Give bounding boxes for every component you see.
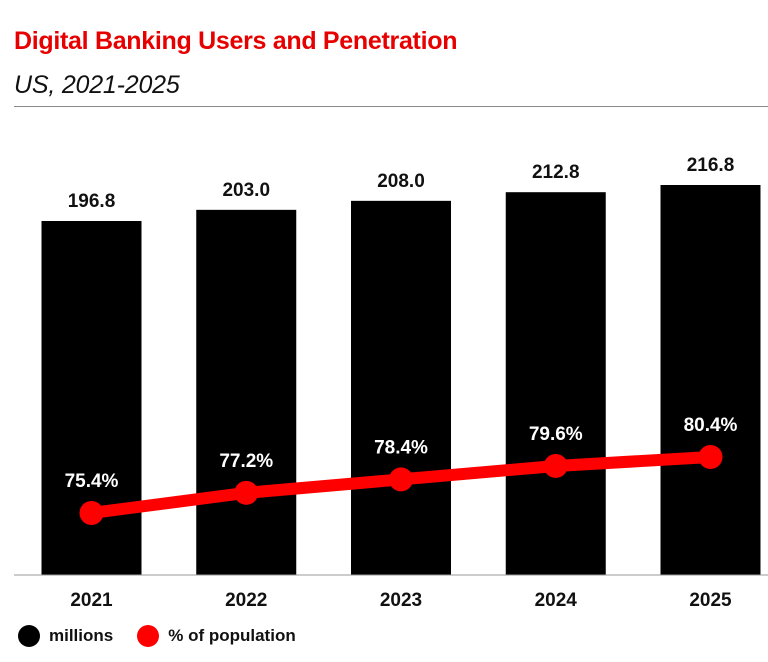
bars-layer	[41, 185, 761, 575]
legend-item-population: % of population	[137, 625, 296, 647]
bar-2025	[660, 185, 761, 575]
penetration-label-2022: 77.2%	[219, 451, 273, 472]
legend-swatch-millions	[18, 625, 40, 647]
penetration-point-2024	[543, 453, 568, 478]
penetration-label-2023: 78.4%	[374, 437, 428, 458]
penetration-line-layer	[79, 445, 723, 525]
bar-2024	[505, 192, 606, 575]
bar-2022	[196, 209, 297, 575]
legend-swatch-population	[137, 625, 160, 647]
chart-title: Digital Banking Users and Penetration	[14, 27, 458, 55]
x-tick-2024: 2024	[535, 590, 578, 611]
bar-value-label-2021: 196.8	[68, 191, 116, 212]
legend-label-millions: millions	[49, 626, 114, 645]
x-tick-2021: 2021	[70, 590, 113, 611]
penetration-point-2021	[79, 501, 104, 525]
legend-label-population: % of population	[168, 626, 296, 645]
title-divider	[14, 106, 768, 107]
x-tick-labels: 2021 2022 2023 2024 2025	[70, 590, 732, 611]
bar-value-label-2024: 212.8	[532, 162, 580, 183]
legend-item-millions: millions	[18, 625, 113, 647]
bar-2023	[351, 200, 451, 575]
penetration-point-2023	[389, 467, 413, 492]
penetration-label-2024: 79.6%	[529, 424, 583, 445]
penetration-labels-layer: 75.4% 77.2% 78.4% 79.6% 80.4%	[65, 415, 738, 492]
bar-value-label-2022: 203.0	[222, 180, 270, 201]
penetration-point-2022	[234, 480, 259, 505]
bar-value-label-2025: 216.8	[687, 155, 735, 176]
x-tick-2022: 2022	[225, 590, 267, 611]
x-tick-2023: 2023	[380, 590, 422, 611]
bar-labels-layer: 196.8 203.0 208.0 212.8 216.8	[68, 155, 735, 212]
bar-value-label-2023: 208.0	[377, 171, 425, 192]
x-tick-2025: 2025	[689, 590, 732, 611]
penetration-point-2025	[698, 445, 723, 469]
legend: millions % of population	[18, 622, 296, 650]
chart-subtitle: US, 2021-2025	[14, 71, 180, 99]
penetration-label-2021: 75.4%	[65, 471, 119, 492]
penetration-label-2025: 80.4%	[684, 415, 738, 436]
